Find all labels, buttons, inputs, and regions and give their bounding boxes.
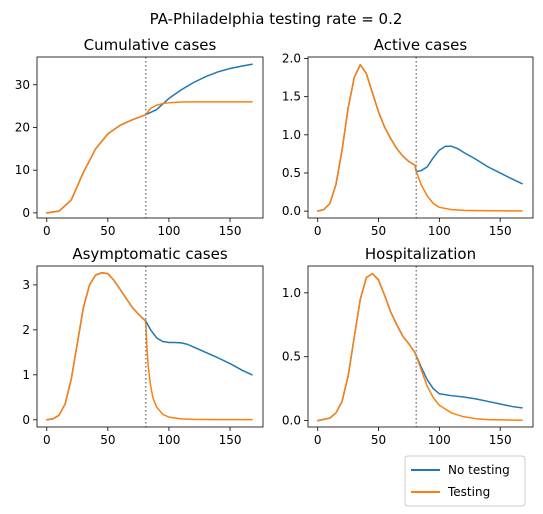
subplot-4: Hospitalization 0 50 100 150 0.0 0.5 1.0	[282, 245, 534, 447]
x-tick-label: 100	[428, 433, 451, 447]
y-tick-label: 0.0	[282, 204, 301, 218]
subplot-3: Asymptomatic cases 0 50 100 150 0 1 2 3	[22, 245, 264, 447]
x-tick-label: 50	[100, 224, 115, 238]
y-tick-label: 0.5	[282, 166, 301, 180]
y-tick-label: 1.0	[282, 286, 301, 300]
legend-box	[404, 455, 526, 507]
series-line-testing	[46, 101, 253, 214]
x-tick-label: 50	[371, 433, 386, 447]
x-tick-label: 0	[314, 433, 322, 447]
subplot-title: Cumulative cases	[84, 36, 217, 54]
series-line-testing	[316, 63, 523, 212]
legend: No testing Testing	[404, 455, 526, 507]
x-tick-label: 100	[157, 224, 180, 238]
x-tick-label: 100	[428, 224, 451, 238]
subplot-title: Active cases	[374, 36, 468, 54]
subplot-1: Cumulative cases 0 50 100 150 0 10 20 30	[15, 36, 264, 238]
y-tick-label: 0.5	[282, 350, 301, 364]
series-line-testing	[46, 272, 253, 421]
x-tick-label: 150	[489, 224, 512, 238]
axes-frame	[36, 56, 264, 219]
x-tick-label: 50	[371, 224, 386, 238]
x-tick-label: 150	[219, 224, 242, 238]
figure-title: PA-Philadelphia testing rate = 0.2	[150, 10, 403, 28]
y-tick-label: 2.0	[282, 52, 301, 66]
subplot-title: Asymptomatic cases	[72, 245, 227, 263]
subplot-2: Active cases 0 50 100 150 0.0 0.5 1.0 1.5 2.0	[282, 36, 534, 238]
series-line-no-testing	[316, 272, 523, 422]
x-tick-label: 150	[489, 433, 512, 447]
y-tick-label: 1	[22, 368, 30, 382]
y-tick-label: 0	[22, 413, 30, 427]
series-line-no-testing	[316, 63, 523, 212]
x-tick-label: 100	[157, 433, 180, 447]
axes-frame	[307, 265, 534, 428]
y-tick-label: 30	[15, 78, 30, 92]
legend-label-testing: Testing	[447, 485, 490, 499]
series-line-testing	[316, 272, 523, 422]
y-tick-label: 1.5	[282, 90, 301, 104]
x-tick-label: 0	[43, 433, 51, 447]
axes-frame	[36, 265, 264, 428]
x-tick-label: 50	[100, 433, 115, 447]
axes-frame	[307, 56, 534, 219]
y-tick-label: 20	[15, 120, 30, 134]
x-tick-label: 0	[43, 224, 51, 238]
x-tick-label: 0	[314, 224, 322, 238]
series-line-no-testing	[46, 63, 253, 214]
y-tick-label: 10	[15, 163, 30, 177]
y-tick-label: 1.0	[282, 128, 301, 142]
x-tick-label: 150	[219, 433, 242, 447]
y-tick-label: 0.0	[282, 414, 301, 428]
legend-label-no-testing: No testing	[448, 463, 510, 477]
y-tick-label: 3	[22, 278, 30, 292]
subplot-title: Hospitalization	[365, 245, 476, 263]
y-tick-label: 0	[22, 206, 30, 220]
y-tick-label: 2	[22, 323, 30, 337]
